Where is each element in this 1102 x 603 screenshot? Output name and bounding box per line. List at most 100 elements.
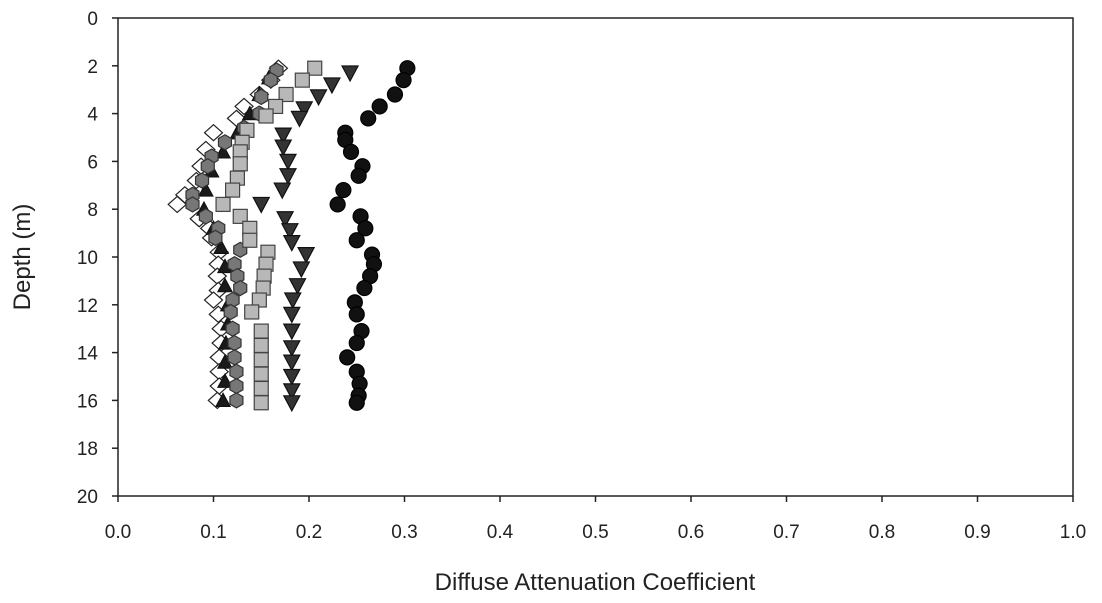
data-point-triangle-up bbox=[216, 277, 233, 293]
data-point-square bbox=[253, 380, 269, 397]
y-tick-label: 14 bbox=[77, 344, 99, 365]
data-point-hexagon bbox=[217, 134, 233, 151]
data-point-circle bbox=[395, 72, 412, 89]
data-point-circle bbox=[348, 394, 365, 411]
series-triangle-down bbox=[252, 65, 360, 413]
data-point-triangle-down bbox=[297, 247, 316, 264]
data-point-triangle-down bbox=[274, 127, 293, 145]
data-point-square bbox=[215, 196, 231, 213]
data-point-square bbox=[253, 395, 269, 411]
x-tick-label: 0.8 bbox=[869, 522, 895, 543]
data-point-circle bbox=[342, 143, 360, 160]
data-point-square bbox=[253, 352, 269, 368]
data-point-square bbox=[232, 156, 248, 172]
data-point-hexagon bbox=[225, 320, 240, 337]
series-circle bbox=[329, 60, 416, 411]
data-point-hexagon bbox=[229, 392, 244, 409]
data-point-triangle-up bbox=[197, 181, 214, 197]
data-point-circle bbox=[386, 86, 404, 103]
data-point-circle bbox=[348, 232, 365, 249]
data-point-triangle-down bbox=[282, 235, 301, 252]
data-point-hexagon bbox=[200, 157, 215, 175]
x-tick-label: 0.9 bbox=[964, 522, 990, 543]
data-point-diamond-open bbox=[167, 195, 188, 214]
y-tick-label: 10 bbox=[77, 248, 98, 269]
data-point-hexagon bbox=[227, 349, 242, 366]
data-point-square bbox=[294, 72, 310, 88]
data-point-triangle-down bbox=[278, 168, 297, 186]
data-point-circle bbox=[348, 334, 365, 352]
data-point-triangle-down bbox=[273, 182, 292, 200]
x-tick-label: 0.0 bbox=[105, 522, 131, 543]
data-point-hexagon bbox=[198, 208, 213, 225]
data-point-triangle-down bbox=[282, 395, 301, 413]
data-point-square bbox=[253, 337, 269, 354]
x-tick-label: 0.7 bbox=[773, 522, 799, 543]
data-point-circle bbox=[329, 196, 346, 213]
y-tick-label: 4 bbox=[87, 105, 98, 126]
data-series bbox=[167, 59, 416, 413]
data-point-square bbox=[251, 292, 267, 308]
data-point-hexagon bbox=[263, 71, 278, 89]
data-point-triangle-down bbox=[280, 223, 299, 240]
data-point-triangle-down bbox=[341, 65, 360, 83]
data-point-triangle-down bbox=[283, 292, 302, 310]
data-point-triangle-down bbox=[252, 196, 271, 214]
data-point-triangle-down bbox=[282, 340, 301, 358]
data-point-square bbox=[232, 208, 248, 224]
data-point-triangle-up bbox=[215, 143, 232, 159]
x-tick-label: 0.4 bbox=[487, 522, 514, 543]
data-point-triangle-up bbox=[213, 239, 230, 255]
data-point-square bbox=[258, 108, 274, 124]
x-tick-label: 0.1 bbox=[200, 522, 226, 543]
x-tick-label: 0.2 bbox=[296, 522, 322, 543]
y-tick-label: 6 bbox=[87, 152, 98, 173]
data-point-triangle-down bbox=[288, 278, 307, 295]
data-point-hexagon bbox=[229, 363, 244, 380]
data-point-hexagon bbox=[208, 229, 223, 247]
y-tick-label: 12 bbox=[77, 296, 98, 317]
data-point-hexagon bbox=[254, 88, 269, 106]
data-point-hexagon bbox=[227, 334, 242, 352]
data-point-diamond-open bbox=[203, 123, 224, 142]
data-point-triangle-down bbox=[290, 110, 309, 128]
data-point-triangle-up bbox=[215, 392, 232, 407]
data-point-circle bbox=[357, 220, 374, 237]
data-point-hexagon bbox=[229, 377, 244, 395]
data-point-hexagon bbox=[194, 172, 210, 189]
y-axis: 0 2 4 6 8 10 12 14 16 18 20 bbox=[77, 9, 118, 508]
y-axis-title: Depth (m) bbox=[9, 204, 36, 311]
data-point-hexagon bbox=[233, 279, 248, 297]
data-point-circle bbox=[348, 306, 365, 323]
series-square bbox=[215, 60, 323, 411]
x-axis-title: Diffuse Attenuation Coefficient bbox=[435, 569, 756, 596]
data-point-hexagon bbox=[223, 303, 238, 321]
x-tick-label: 0.6 bbox=[678, 522, 704, 543]
data-point-circle bbox=[360, 110, 377, 127]
y-tick-label: 0 bbox=[87, 9, 98, 30]
y-tick-label: 16 bbox=[77, 391, 98, 412]
data-point-triangle-down bbox=[274, 139, 293, 157]
data-point-triangle-down bbox=[282, 354, 301, 372]
x-tick-label: 0.5 bbox=[582, 522, 608, 543]
data-point-circle bbox=[335, 181, 352, 199]
x-tick-label: 1.0 bbox=[1060, 522, 1086, 543]
data-point-triangle-down bbox=[282, 323, 301, 341]
y-tick-label: 18 bbox=[77, 439, 98, 460]
data-point-triangle-down bbox=[292, 261, 311, 279]
y-tick-label: 20 bbox=[77, 487, 98, 508]
y-tick-label: 2 bbox=[87, 57, 98, 78]
data-point-circle bbox=[339, 349, 356, 366]
x-tick-label: 0.3 bbox=[391, 522, 417, 543]
data-point-circle bbox=[350, 167, 367, 184]
data-point-circle bbox=[356, 279, 373, 297]
y-tick-label: 8 bbox=[87, 200, 98, 221]
data-point-triangle-up bbox=[216, 373, 233, 388]
data-point-triangle-down bbox=[322, 77, 341, 95]
data-point-hexagon bbox=[185, 196, 200, 213]
data-point-circle bbox=[371, 98, 388, 115]
data-point-triangle-down bbox=[282, 383, 301, 401]
data-point-triangle-down bbox=[295, 101, 314, 119]
data-point-triangle-down bbox=[309, 89, 328, 107]
